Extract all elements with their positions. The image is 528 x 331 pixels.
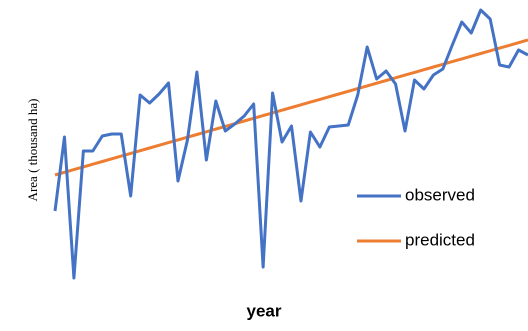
data-line [54, 38, 528, 177]
legend-label: predicted [405, 230, 475, 249]
x-axis-label: year [247, 301, 282, 320]
y-axis-label: Area ( thousand ha) [25, 99, 40, 202]
legend-label: observed [405, 185, 475, 204]
data-line [53, 8, 528, 280]
